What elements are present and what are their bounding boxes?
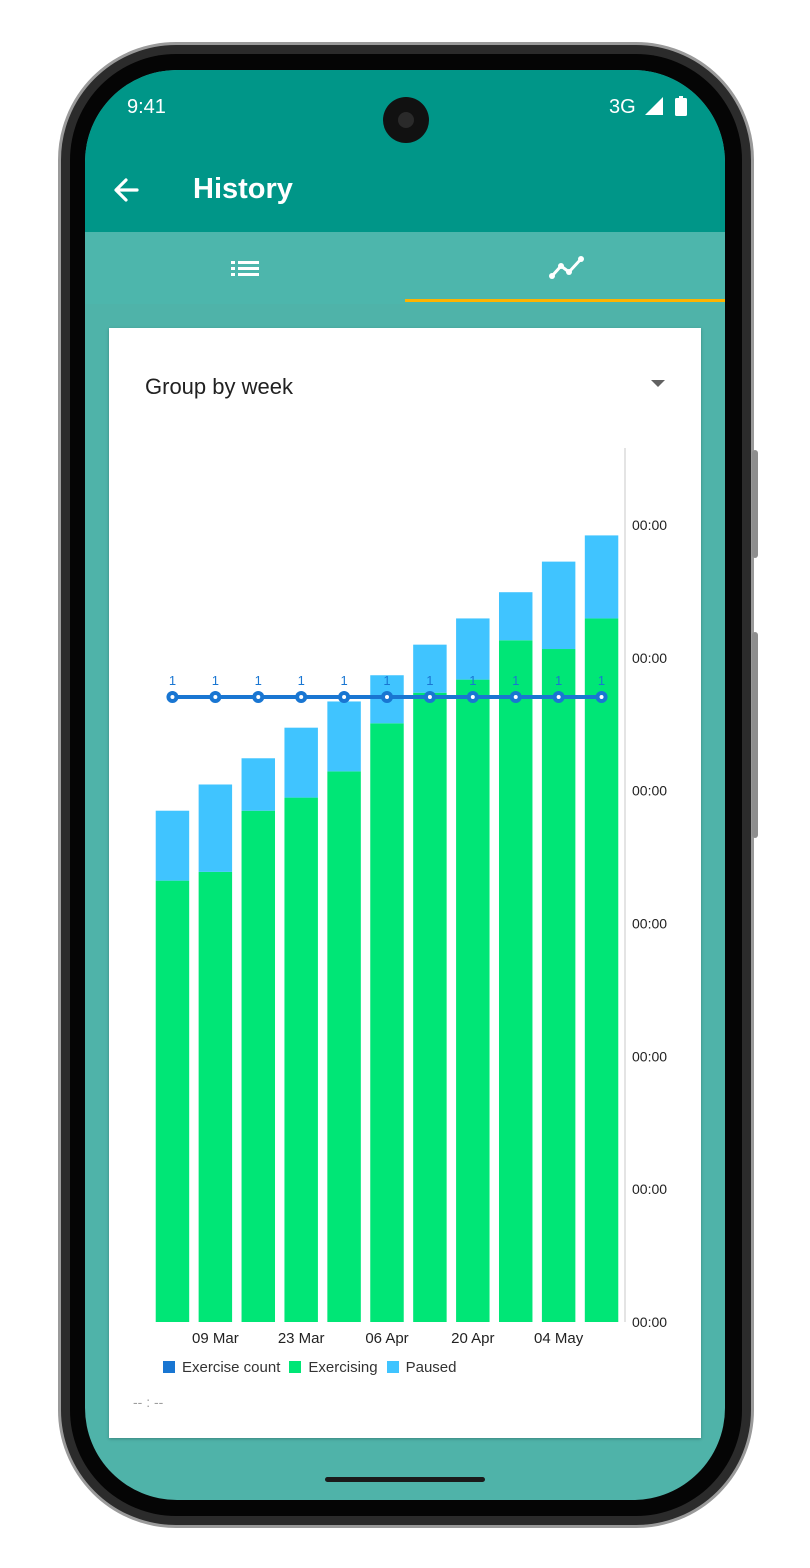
- legend-item-exercising: Exercising: [289, 1358, 378, 1376]
- arrow-left-icon: [114, 178, 139, 202]
- data-label-exercise-count: 1: [298, 673, 305, 688]
- bar-paused: [284, 727, 318, 798]
- data-label-exercise-count: 1: [169, 673, 176, 688]
- bar-paused: [327, 701, 361, 772]
- bar-paused: [413, 644, 447, 693]
- legend-label-paused: Paused: [405, 1358, 457, 1376]
- history-chart: 00:00 00:00 00:00 00:00 00:00 00:00 00:00 09 Ma…: [155, 448, 667, 1347]
- data-label-exercise-count: 1: [512, 673, 519, 688]
- x-tick-label: 04 May: [534, 1330, 584, 1347]
- point-center: [256, 695, 261, 699]
- front-camera: [383, 97, 429, 143]
- y-tick-label: 00:00: [632, 783, 667, 799]
- legend-item-exercise-count: Exercise count: [163, 1359, 280, 1376]
- point-center: [342, 695, 347, 699]
- legend-swatch-paused: [386, 1361, 399, 1373]
- point-center: [513, 695, 518, 699]
- data-label-exercise-count: 1: [598, 673, 605, 688]
- signal-icon: [645, 97, 664, 115]
- y-tick-label: 00:00: [632, 650, 667, 666]
- x-tick-label: 06 Apr: [365, 1330, 408, 1347]
- status-network: 3G: [609, 96, 687, 119]
- tab-chart[interactable]: [405, 232, 725, 304]
- y-tick-label: 00:00: [632, 1181, 667, 1197]
- data-label-exercise-count: 1: [340, 673, 347, 688]
- bar-exercising: [155, 880, 190, 1322]
- selected-value: -- : --: [133, 1394, 164, 1410]
- legend-label-exercise-count: Exercise count: [182, 1358, 281, 1376]
- point-center: [599, 695, 604, 699]
- page-title: History: [193, 173, 293, 205]
- bar-exercising: [284, 797, 318, 1322]
- x-tick-label: 23 Mar: [278, 1330, 325, 1347]
- bar-exercising: [456, 679, 490, 1322]
- tab-bar: [85, 232, 725, 304]
- data-label-exercise-count: 1: [255, 673, 262, 688]
- bar-exercising: [498, 640, 533, 1322]
- data-label-exercise-count: 1: [426, 673, 433, 688]
- y-tick-label: 00:00: [632, 1314, 667, 1330]
- dropdown-arrow-icon: [651, 380, 665, 387]
- point-center: [470, 695, 475, 699]
- legend-swatch-exercising: [289, 1361, 302, 1373]
- bar-exercising: [541, 649, 576, 1322]
- legend-item-paused: Paused: [386, 1358, 457, 1376]
- data-label-exercise-count: 1: [469, 673, 476, 688]
- x-tick-label: 09 Mar: [192, 1330, 239, 1347]
- back-button[interactable]: [111, 170, 143, 210]
- bar-paused: [241, 758, 276, 811]
- group-by-label: Group by week: [145, 374, 293, 399]
- bar-paused: [456, 618, 490, 680]
- point-center: [556, 695, 561, 699]
- app-bar: 9:41 3G History: [85, 70, 725, 232]
- bar-paused: [198, 784, 233, 872]
- x-tick-label: 20 Apr: [451, 1330, 494, 1347]
- status-time: 9:41: [127, 96, 166, 118]
- bar-paused: [541, 561, 576, 650]
- point-center: [299, 695, 304, 699]
- point-center: [170, 695, 175, 699]
- point-center: [385, 695, 389, 699]
- point-center: [213, 695, 218, 699]
- trend-line-icon: [549, 256, 584, 279]
- bar-paused: [498, 592, 533, 641]
- app-screen: 9:41 3G History: [85, 70, 725, 1500]
- y-tick-label: 00:00: [632, 517, 667, 533]
- legend-label-exercising: Exercising: [308, 1358, 378, 1376]
- legend-swatch-exercise-count: [163, 1361, 175, 1373]
- bar-exercising: [370, 723, 404, 1322]
- data-label-exercise-count: 1: [212, 673, 219, 688]
- list-icon: [231, 261, 259, 276]
- bar-paused: [584, 535, 619, 619]
- bar-exercising: [584, 618, 619, 1322]
- chart-card: Group by week 00:00 00:00 00:00 00:00 00:00 0…: [109, 328, 701, 1438]
- bar-exercising: [198, 871, 233, 1322]
- bar-exercising: [413, 692, 447, 1322]
- bar-exercising: [327, 771, 361, 1322]
- data-label-exercise-count: 1: [383, 673, 390, 688]
- volume-button: [752, 632, 758, 838]
- battery-icon: [674, 96, 687, 116]
- chart-legend: Exercise count Exercising Paused: [163, 1358, 465, 1376]
- tab-list[interactable]: [85, 232, 405, 304]
- y-tick-label: 00:00: [632, 1048, 667, 1064]
- point-center: [427, 695, 432, 699]
- bar-exercising: [241, 810, 276, 1322]
- home-indicator[interactable]: [325, 1477, 485, 1482]
- bar-paused: [155, 810, 190, 881]
- power-button: [752, 450, 758, 558]
- data-label-exercise-count: 1: [555, 673, 562, 688]
- tab-indicator: [405, 299, 725, 302]
- network-type: 3G: [609, 96, 636, 118]
- group-by-dropdown[interactable]: Group by week: [145, 368, 665, 408]
- y-tick-label: 00:00: [632, 916, 667, 932]
